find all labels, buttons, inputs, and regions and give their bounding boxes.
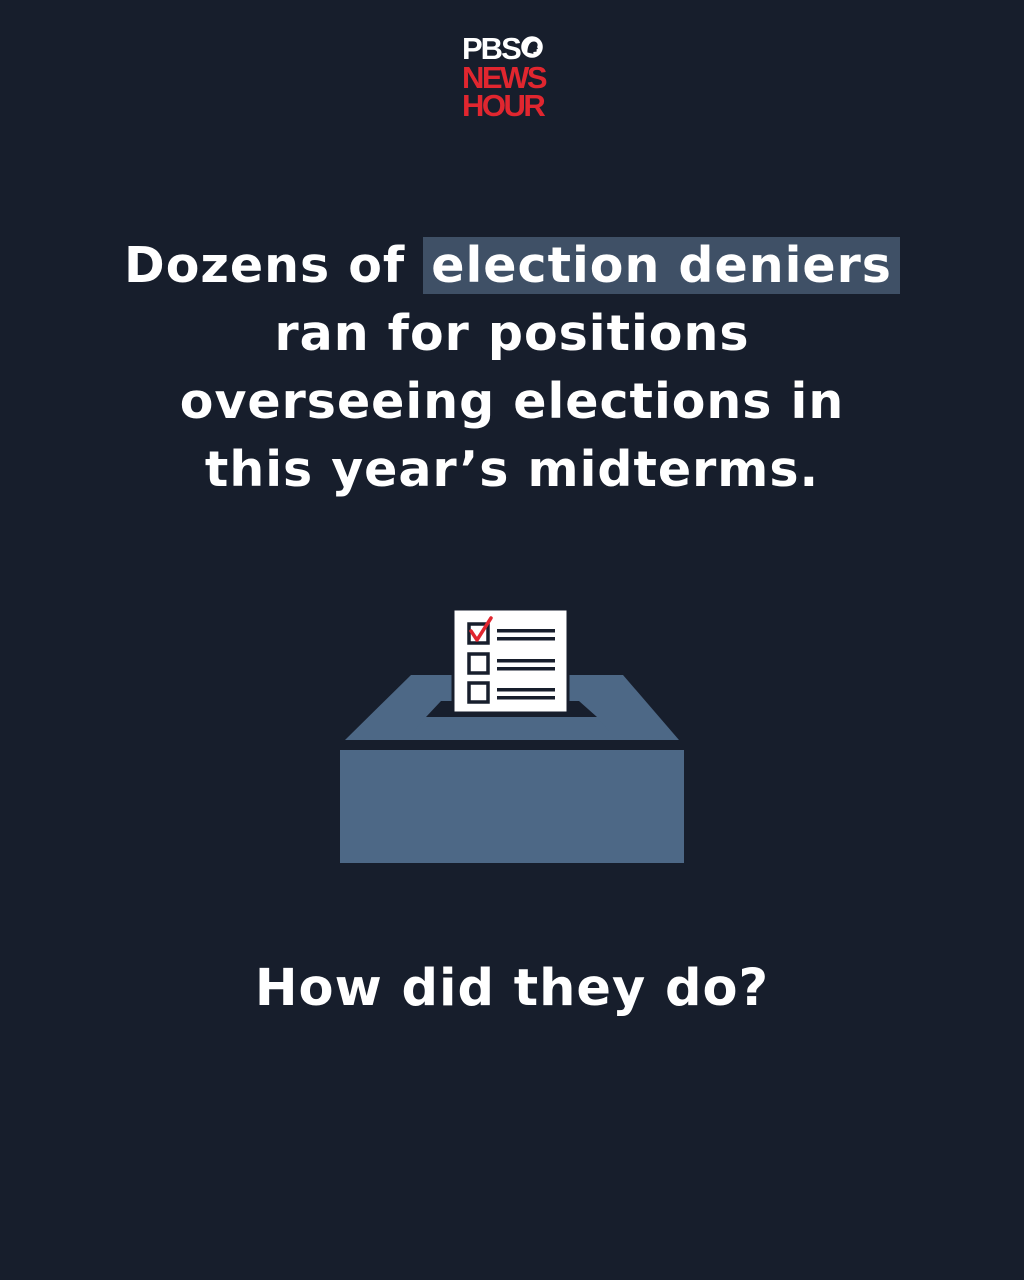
pbs-newshour-logo: PBS NEWS HOUR (462, 33, 572, 125)
headline-line-1: Dozens of election deniers (40, 232, 984, 300)
pbs-head-icon (520, 36, 543, 58)
headline-line-3: overseeing elections in (179, 373, 845, 430)
logo-pbs-text: PBS (462, 31, 522, 66)
checkbox-empty-icon (467, 652, 490, 675)
headline-line-2: ran for positions (274, 305, 750, 362)
ballot-box-icon (340, 609, 684, 863)
logo-pbs-row: PBS (462, 33, 572, 64)
logo-news-text: NEWS (462, 60, 548, 95)
ballot-box-body (340, 750, 684, 863)
question-text: How did they do? (254, 959, 770, 1018)
ballot-box-lid-front (414, 717, 609, 731)
ballot-paper-icon (451, 609, 570, 715)
checkbox-checked-icon (467, 616, 493, 645)
headline-line-4: this year’s midterms. (204, 441, 820, 498)
headline-line-1-prefix: Dozens of (124, 237, 424, 294)
headline-highlight: election deniers (423, 237, 900, 294)
logo-hour-text: HOUR (462, 88, 546, 123)
checkbox-empty-icon-2 (467, 681, 490, 704)
headline: Dozens of election deniers ran for posit… (40, 232, 984, 504)
